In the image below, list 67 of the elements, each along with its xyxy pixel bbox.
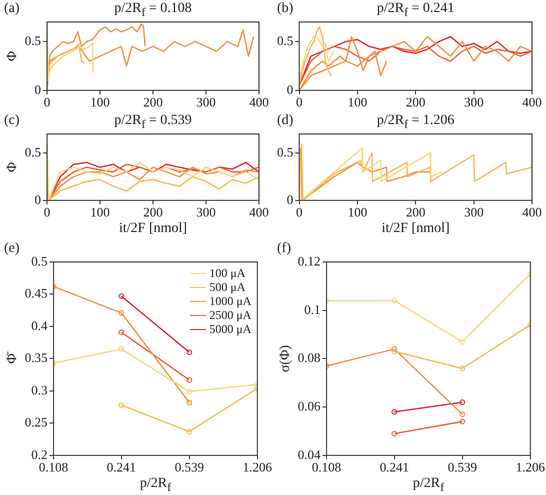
- y-tick-label: 0.06: [298, 398, 322, 414]
- y-tick-label: 0.1: [304, 302, 321, 317]
- y-tick-label: 0.08: [298, 350, 321, 366]
- legend-label: 500 μA: [209, 280, 246, 294]
- y-tick-label: 0.5: [277, 144, 294, 160]
- y-axis-title: Φ̄: [5, 350, 20, 364]
- y-tick-label: 0.45: [24, 286, 48, 301]
- x-tick-label: 400: [249, 94, 269, 110]
- y-tick-label: 0.5: [31, 253, 48, 268]
- y-tick-label: 0: [34, 192, 42, 207]
- x-tick-label: 400: [522, 204, 542, 220]
- x-tick-label: 400: [249, 204, 269, 220]
- x-tick-label: 200: [406, 94, 426, 110]
- x-tick-label: 300: [196, 94, 216, 110]
- x-tick-label: 1.206: [516, 460, 546, 475]
- x-axis-title: p/2R$_{f}$: [412, 476, 444, 494]
- x-tick-label: 0.539: [174, 460, 204, 475]
- x-tick-label: 1.206: [242, 460, 272, 475]
- x-tick-label: 100: [348, 94, 368, 110]
- x-tick-label: 200: [143, 94, 163, 110]
- x-tick-label: 0.108: [38, 460, 68, 475]
- x-tick-label: 300: [196, 204, 216, 220]
- y-axis-title: Φ: [5, 162, 20, 172]
- x-tick-label: 0.241: [106, 460, 136, 475]
- x-tick-label: 100: [90, 204, 110, 220]
- legend-label: 5000 μA: [209, 322, 252, 336]
- y-tick-label: 0.5: [277, 32, 294, 48]
- text: (b): [277, 1, 294, 17]
- y-tick-label: 0.5: [24, 144, 42, 160]
- y-tick-label: 0: [286, 82, 294, 97]
- legend-label: 2500 μA: [209, 308, 252, 322]
- text: (f): [277, 241, 291, 257]
- text: (a): [4, 1, 20, 17]
- text: (d): [277, 113, 294, 129]
- y-tick-label: 0.3: [31, 382, 48, 398]
- text: (c): [4, 113, 20, 129]
- x-tick-label: 0.241: [380, 460, 409, 475]
- y-tick-label: 0.35: [24, 350, 48, 366]
- y-tick-label: 0.4: [31, 318, 48, 333]
- x-axis-title: it/2F [nmol]: [118, 221, 188, 237]
- x-tick-label: 300: [464, 204, 484, 220]
- y-tick-label: 0: [34, 82, 42, 97]
- x-tick-label: 100: [90, 94, 110, 110]
- y-tick-label: 0.2: [31, 446, 48, 462]
- x-axis-title: it/2F [nmol]: [382, 221, 450, 237]
- x-tick-label: 0.108: [312, 460, 342, 475]
- chart-title: p/2R$_{f}$ = 1.206: [376, 113, 454, 131]
- y-tick-label: 0.12: [298, 253, 321, 268]
- y-axis-title: σ(Φ): [278, 344, 294, 372]
- x-tick-label: 300: [464, 94, 484, 110]
- y-axis-title: Φ: [5, 51, 20, 62]
- legend-label: 100 μA: [209, 266, 246, 280]
- x-tick-label: 0.539: [448, 460, 477, 475]
- legend-label: 1000 μA: [209, 294, 252, 308]
- x-tick-label: 400: [522, 94, 542, 110]
- x-tick-label: 200: [143, 204, 163, 220]
- chart-title: p/2R$_{f}$ = 0.108: [114, 1, 192, 19]
- chart-title: p/2R$_{f}$ = 0.539: [114, 113, 192, 131]
- y-tick-label: 0.5: [24, 32, 42, 48]
- x-tick-label: 200: [406, 204, 426, 220]
- y-tick-label: 0: [286, 192, 294, 207]
- text: (e): [4, 241, 20, 257]
- y-tick-label: 0.25: [24, 414, 48, 430]
- x-tick-label: 100: [348, 204, 368, 220]
- x-axis-title: p/2R$_{f}$: [140, 476, 172, 494]
- chart-title: p/2R$_{f}$ = 0.241: [376, 1, 454, 19]
- y-tick-label: 0.04: [298, 446, 322, 462]
